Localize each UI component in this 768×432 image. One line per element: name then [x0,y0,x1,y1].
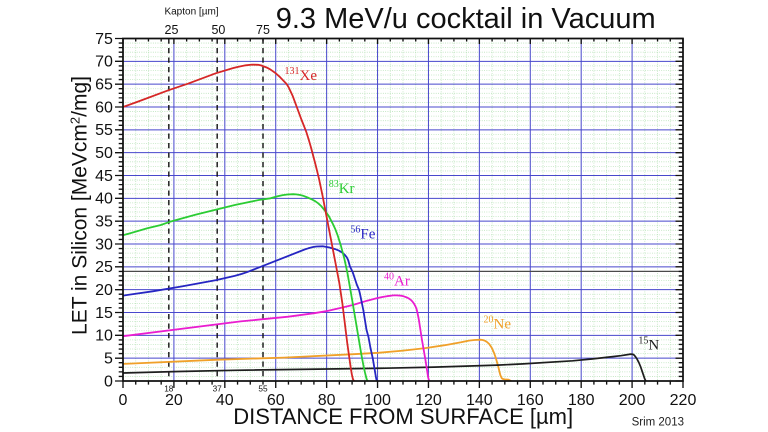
svg-text:DISTANCE FROM SURFACE [µm]: DISTANCE FROM SURFACE [µm] [233,404,573,429]
svg-text:65: 65 [95,77,113,94]
svg-text:15: 15 [95,305,113,322]
svg-text:56Fe: 56Fe [350,225,375,243]
svg-text:55: 55 [258,384,268,394]
svg-text:60: 60 [95,99,113,116]
svg-text:55: 55 [95,122,113,139]
svg-text:120: 120 [415,392,442,409]
svg-text:20: 20 [165,392,183,409]
svg-text:80: 80 [318,392,336,409]
svg-text:25: 25 [95,259,113,276]
svg-text:Kapton [µm]: Kapton [µm] [164,7,218,18]
svg-text:50: 50 [211,23,225,37]
svg-text:18: 18 [164,384,174,394]
svg-text:75: 75 [256,23,270,37]
svg-text:30: 30 [95,236,113,253]
svg-text:160: 160 [517,392,544,409]
svg-text:45: 45 [95,168,113,185]
svg-text:0: 0 [119,392,128,409]
svg-text:Srim 2013: Srim 2013 [632,417,684,429]
svg-text:140: 140 [466,392,493,409]
svg-text:37: 37 [213,384,223,394]
svg-text:75: 75 [95,31,113,48]
svg-text:180: 180 [568,392,595,409]
svg-text:5: 5 [104,351,113,368]
svg-text:200: 200 [619,392,646,409]
svg-text:20Ne: 20Ne [484,315,512,333]
svg-text:100: 100 [364,392,391,409]
svg-text:LET in Silicon [MeVcm2/mg]: LET in Silicon [MeVcm2/mg] [68,76,92,335]
svg-text:10: 10 [95,328,113,345]
svg-text:20: 20 [95,282,113,299]
svg-text:40: 40 [216,392,234,409]
svg-text:40: 40 [95,191,113,208]
svg-text:9.3 MeV/u cocktail in Vacuum: 9.3 MeV/u cocktail in Vacuum [276,3,656,35]
svg-text:15N: 15N [638,336,659,354]
svg-text:83Kr: 83Kr [329,179,355,197]
svg-text:25: 25 [165,23,179,37]
svg-text:131Xe: 131Xe [285,66,318,84]
svg-text:35: 35 [95,214,113,231]
svg-text:40Ar: 40Ar [384,272,410,290]
svg-text:0: 0 [104,373,113,390]
svg-text:220: 220 [670,392,697,409]
svg-text:60: 60 [267,392,285,409]
svg-text:70: 70 [95,54,113,71]
svg-text:50: 50 [95,145,113,162]
